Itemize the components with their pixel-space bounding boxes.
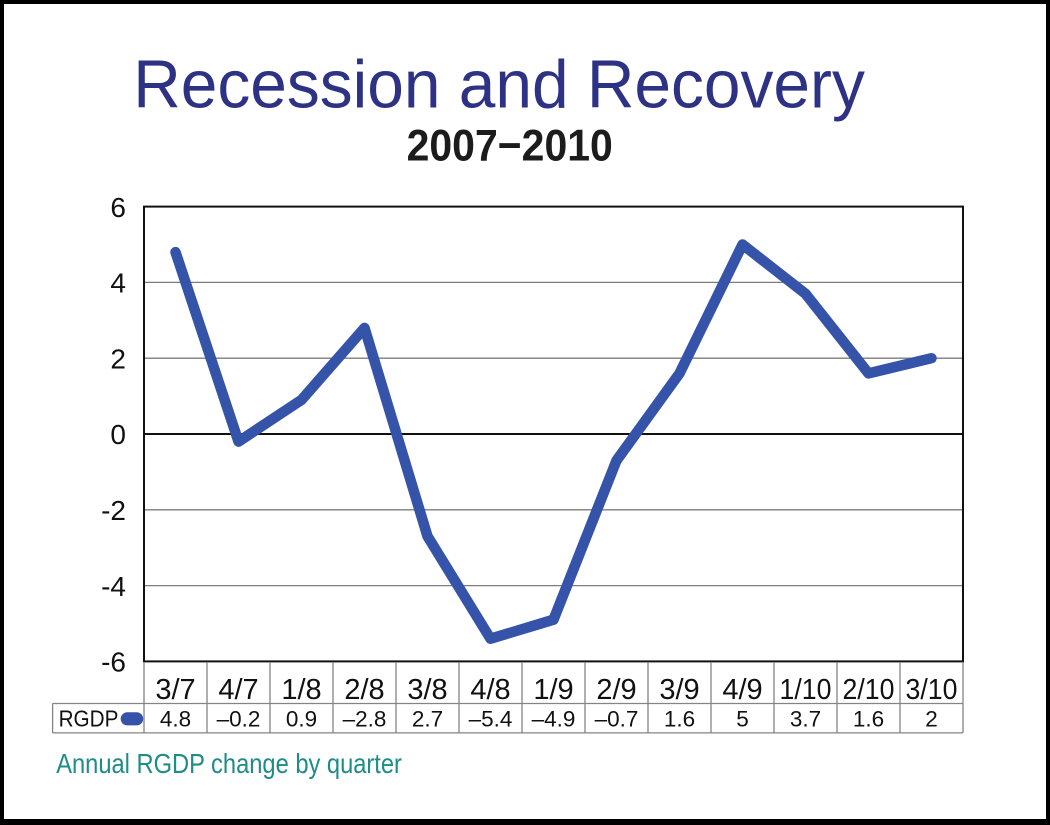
svg-text:RGDP: RGDP — [59, 705, 119, 731]
svg-text:–2.8: –2.8 — [343, 706, 387, 731]
svg-text:6: 6 — [110, 192, 126, 223]
svg-text:4.8: 4.8 — [160, 706, 191, 731]
svg-text:1/10: 1/10 — [780, 673, 832, 705]
svg-text:2/9: 2/9 — [596, 674, 636, 706]
svg-text:–0.2: –0.2 — [217, 706, 261, 731]
svg-text:3/9: 3/9 — [659, 674, 699, 706]
svg-text:3/10: 3/10 — [906, 673, 958, 705]
svg-text:3.7: 3.7 — [790, 706, 821, 731]
svg-text:1.6: 1.6 — [664, 706, 695, 731]
svg-text:2: 2 — [110, 343, 126, 374]
svg-text:2/10: 2/10 — [843, 673, 895, 705]
svg-text:5: 5 — [736, 706, 749, 731]
svg-text:0: 0 — [110, 419, 126, 450]
svg-text:2: 2 — [925, 706, 938, 731]
svg-text:–5.4: –5.4 — [469, 706, 513, 731]
svg-text:1/9: 1/9 — [533, 674, 573, 706]
svg-text:3/7: 3/7 — [155, 674, 195, 706]
svg-text:3/8: 3/8 — [407, 674, 447, 706]
svg-text:1/8: 1/8 — [281, 674, 321, 706]
svg-text:4/8: 4/8 — [470, 674, 510, 706]
svg-text:Recession and Recovery: Recession and Recovery — [133, 47, 865, 123]
svg-text:–0.7: –0.7 — [595, 706, 639, 731]
svg-text:Annual RGDP change by quarter: Annual RGDP change by quarter — [56, 749, 402, 779]
svg-text:1.6: 1.6 — [853, 706, 884, 731]
svg-text:4: 4 — [110, 268, 126, 299]
svg-text:2/8: 2/8 — [344, 674, 384, 706]
svg-text:-6: -6 — [101, 647, 126, 678]
svg-text:0.9: 0.9 — [286, 706, 317, 731]
svg-text:4/9: 4/9 — [722, 674, 762, 706]
svg-text:4/7: 4/7 — [218, 674, 258, 706]
svg-text:2.7: 2.7 — [412, 706, 443, 731]
svg-text:–4.9: –4.9 — [532, 706, 576, 731]
svg-text:2007−2010: 2007−2010 — [407, 121, 613, 171]
svg-text:-4: -4 — [101, 571, 126, 602]
svg-text:-2: -2 — [101, 495, 126, 526]
